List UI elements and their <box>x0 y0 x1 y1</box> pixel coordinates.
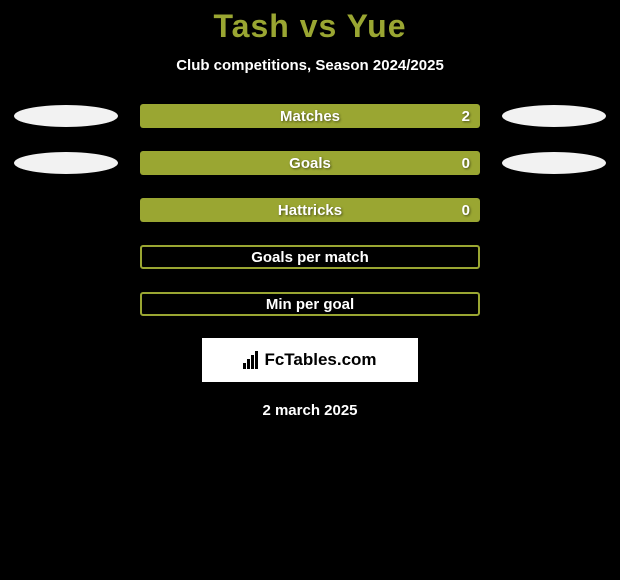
ellipse-spacer <box>502 246 606 268</box>
stat-row: Goals per match <box>0 245 620 269</box>
stat-bar: Hattricks 0 <box>140 198 480 222</box>
stat-bar: Goals per match <box>140 245 480 269</box>
stat-row: Matches 2 <box>0 104 620 128</box>
ellipse-right <box>502 152 606 174</box>
page-title: Tash vs Yue <box>0 8 620 45</box>
stat-value: 2 <box>462 108 470 125</box>
stat-label: Goals per match <box>251 249 369 266</box>
date-label: 2 march 2025 <box>0 402 620 419</box>
infographic-container: Tash vs Yue Club competitions, Season 20… <box>0 0 620 419</box>
stat-value: 0 <box>462 155 470 172</box>
ellipse-spacer <box>14 293 118 315</box>
stat-label: Goals <box>289 155 331 172</box>
stat-rows: Matches 2 Goals 0 Hattricks 0 Goals per match M… <box>0 104 620 316</box>
stat-label: Min per goal <box>266 296 354 313</box>
ellipse-spacer <box>502 199 606 221</box>
subtitle: Club competitions, Season 2024/2025 <box>0 57 620 74</box>
stat-bar: Min per goal <box>140 292 480 316</box>
stat-row: Min per goal <box>0 292 620 316</box>
ellipse-spacer <box>502 293 606 315</box>
logo-text: FcTables.com <box>264 350 376 370</box>
ellipse-spacer <box>14 199 118 221</box>
ellipse-right <box>502 105 606 127</box>
stat-value: 0 <box>462 202 470 219</box>
stat-label: Matches <box>280 108 340 125</box>
logo-box: FcTables.com <box>202 338 418 382</box>
ellipse-left <box>14 105 118 127</box>
bar-chart-icon <box>243 351 258 369</box>
ellipse-left <box>14 152 118 174</box>
stat-label: Hattricks <box>278 202 342 219</box>
stat-row: Goals 0 <box>0 151 620 175</box>
stat-row: Hattricks 0 <box>0 198 620 222</box>
stat-bar: Matches 2 <box>140 104 480 128</box>
ellipse-spacer <box>14 246 118 268</box>
stat-bar: Goals 0 <box>140 151 480 175</box>
